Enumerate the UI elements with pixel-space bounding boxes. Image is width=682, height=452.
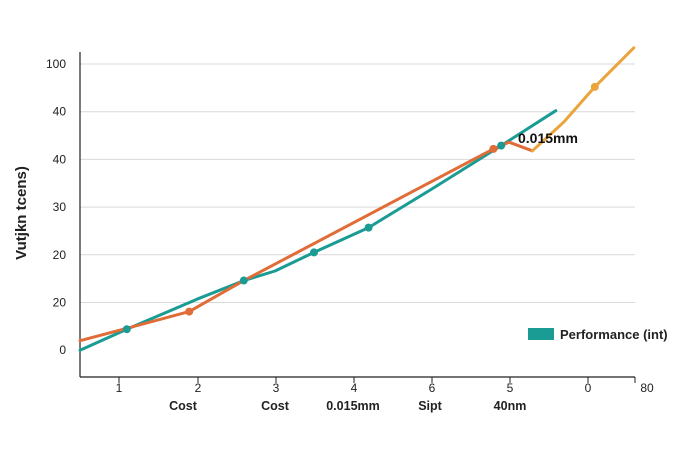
category-label: Sipt xyxy=(418,399,442,413)
x-tick-label: 2 xyxy=(195,381,202,395)
series-line-2 xyxy=(530,46,636,153)
category-label: Cost xyxy=(261,399,290,413)
y-tick-label: 20 xyxy=(53,296,67,310)
data-point xyxy=(489,144,498,153)
x-tick-label: 4 xyxy=(351,381,358,395)
legend: Performance (int) xyxy=(528,327,668,342)
x-tick-label: 0 xyxy=(585,381,592,395)
data-point xyxy=(239,276,248,285)
y-tick-labels: 100 40 40 30 20 20 0 xyxy=(46,57,66,357)
legend-label: Performance (int) xyxy=(560,327,668,342)
annotation-label: 0.015mm xyxy=(518,130,578,146)
x-tick-label: 3 xyxy=(273,381,280,395)
data-point xyxy=(310,248,318,257)
x-tick-label: 80 xyxy=(640,381,654,395)
y-tick-label: 40 xyxy=(53,105,67,119)
y-tick-label: 20 xyxy=(53,248,67,262)
series-line-0 xyxy=(78,109,558,352)
y-tick-label: 40 xyxy=(53,152,67,166)
y-tick-label: 30 xyxy=(53,200,67,214)
x-tick-label: 6 xyxy=(429,381,436,395)
x-tick-label: 5 xyxy=(507,381,514,395)
data-point xyxy=(122,325,131,334)
data-point xyxy=(364,223,373,232)
grid-lines xyxy=(80,63,635,303)
series-line-1 xyxy=(78,140,534,343)
category-label: 0.015mm xyxy=(326,399,380,413)
series-lines xyxy=(78,46,636,352)
legend-swatch xyxy=(528,328,554,340)
series-markers xyxy=(122,82,599,334)
y-tick-label: 100 xyxy=(46,57,66,71)
x-tick-label: 1 xyxy=(116,381,123,395)
data-point xyxy=(497,141,506,150)
y-axis-label: Vutjkn tcens) xyxy=(13,166,30,260)
data-point xyxy=(590,82,599,91)
category-label: 40nm xyxy=(494,399,527,413)
x-tick-labels: 1 2 3 4 6 5 0 80 xyxy=(116,377,654,395)
data-point xyxy=(185,307,194,316)
y-tick-label: 0 xyxy=(59,343,66,357)
category-label: Cost xyxy=(169,399,198,413)
category-labels: Cost Cost 0.015mm Sipt 40nm xyxy=(169,399,526,413)
axes xyxy=(79,52,635,378)
